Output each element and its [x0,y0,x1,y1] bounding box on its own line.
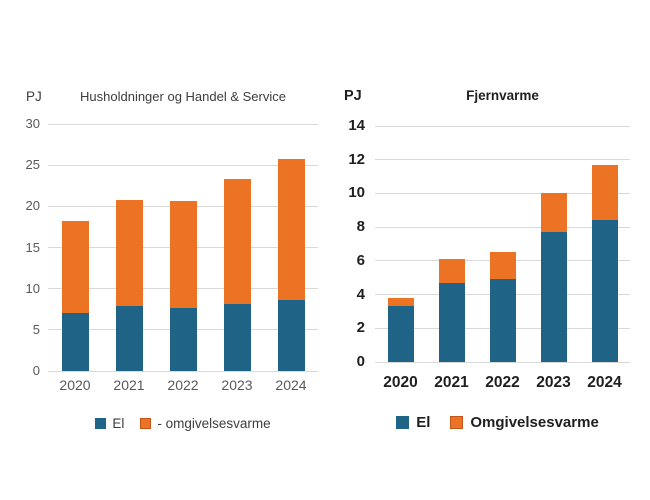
y-axis-tick-label: 6 [356,251,365,269]
legend-item: - omgivelsesvarme [140,416,271,431]
y-axis-tick-label: 25 [25,157,40,173]
legend-swatch-icon [450,416,464,429]
x-axis-year-label: 2023 [221,377,253,393]
y-axis-tick-label: 14 [348,117,365,134]
y-axis-tick-label: 8 [356,218,365,236]
bar-2023-el [540,232,567,362]
bar-2020-el [387,306,414,362]
legend-swatch-icon [140,418,152,429]
y-axis-unit-label: PJ [344,88,362,104]
y-axis-tick-label: 15 [25,239,40,255]
y-axis-tick-label: 10 [348,184,365,202]
legend: El Omgivelsesvarme [365,414,630,431]
gridline [48,370,318,372]
x-axis-year-label: 2020 [383,374,418,391]
bar-2024-el [277,300,305,371]
x-axis-year-label: 2024 [275,377,307,393]
gridline [48,123,318,125]
x-axis-year-label: 2022 [167,377,199,393]
y-axis-unit-label: PJ [26,89,42,104]
bar-2020-el [61,313,89,371]
bar-2022-omgivelsesvarme [489,252,516,280]
bar-2021-el [438,282,465,362]
bar-2021-omgivelsesvarme [115,199,143,306]
y-axis-tick-label: 30 [25,116,40,131]
legend-label: Omgivelsesvarme [470,414,599,431]
legend-swatch-icon [396,416,410,429]
bar-2024-omgivelsesvarme [277,159,305,301]
bar-2023-omgivelsesvarme [223,179,251,305]
bar-2021-omgivelsesvarme [438,259,465,283]
bar-2023-el [223,304,251,371]
legend-item: El [396,414,430,431]
bar-2023-omgivelsesvarme [540,193,567,233]
chart-title: Fjernvarme [466,88,539,103]
gridline [375,192,630,194]
legend-label: El [112,416,125,431]
y-axis-tick-label: 10 [25,280,40,296]
bar-2022-el [169,308,197,371]
x-axis-year-label: 2022 [485,374,520,391]
legend: El - omgivelsesvarme [48,416,318,431]
bar-2020-omgivelsesvarme [61,221,89,314]
legend-label: - omgivelsesvarme [157,416,271,431]
chart-title: Husholdninger og Handel & Service [80,89,286,104]
legend-item: El [95,416,124,431]
y-axis-tick-label: 4 [356,285,365,303]
bar-2024-omgivelsesvarme [591,164,618,221]
gridline [375,361,630,363]
y-axis-tick-label: 20 [25,198,40,214]
bar-2022-omgivelsesvarme [169,200,197,309]
bar-2024-el [591,220,618,362]
gridline [375,226,630,228]
bar-2022-el [489,279,516,362]
x-axis-year-label: 2024 [587,374,622,391]
bar-2021-el [115,306,143,371]
bar-2020-omgivelsesvarme [387,297,414,307]
y-axis-tick-label: 12 [348,150,365,168]
y-axis-tick-label: 0 [356,353,365,370]
x-axis-year-label: 2020 [59,377,91,393]
y-axis-tick-label: 0 [32,363,40,378]
x-axis-year-label: 2021 [113,377,145,393]
legend-item: Omgivelsesvarme [450,414,599,431]
legend-swatch-icon [95,418,107,429]
gridline [48,164,318,166]
x-axis-year-label: 2023 [536,374,571,391]
gridline [375,159,630,161]
y-axis-tick-label: 5 [32,321,40,337]
x-axis-year-label: 2021 [434,374,469,391]
gridline [375,125,630,127]
legend-label: El [416,414,431,431]
y-axis-tick-label: 2 [356,319,365,337]
